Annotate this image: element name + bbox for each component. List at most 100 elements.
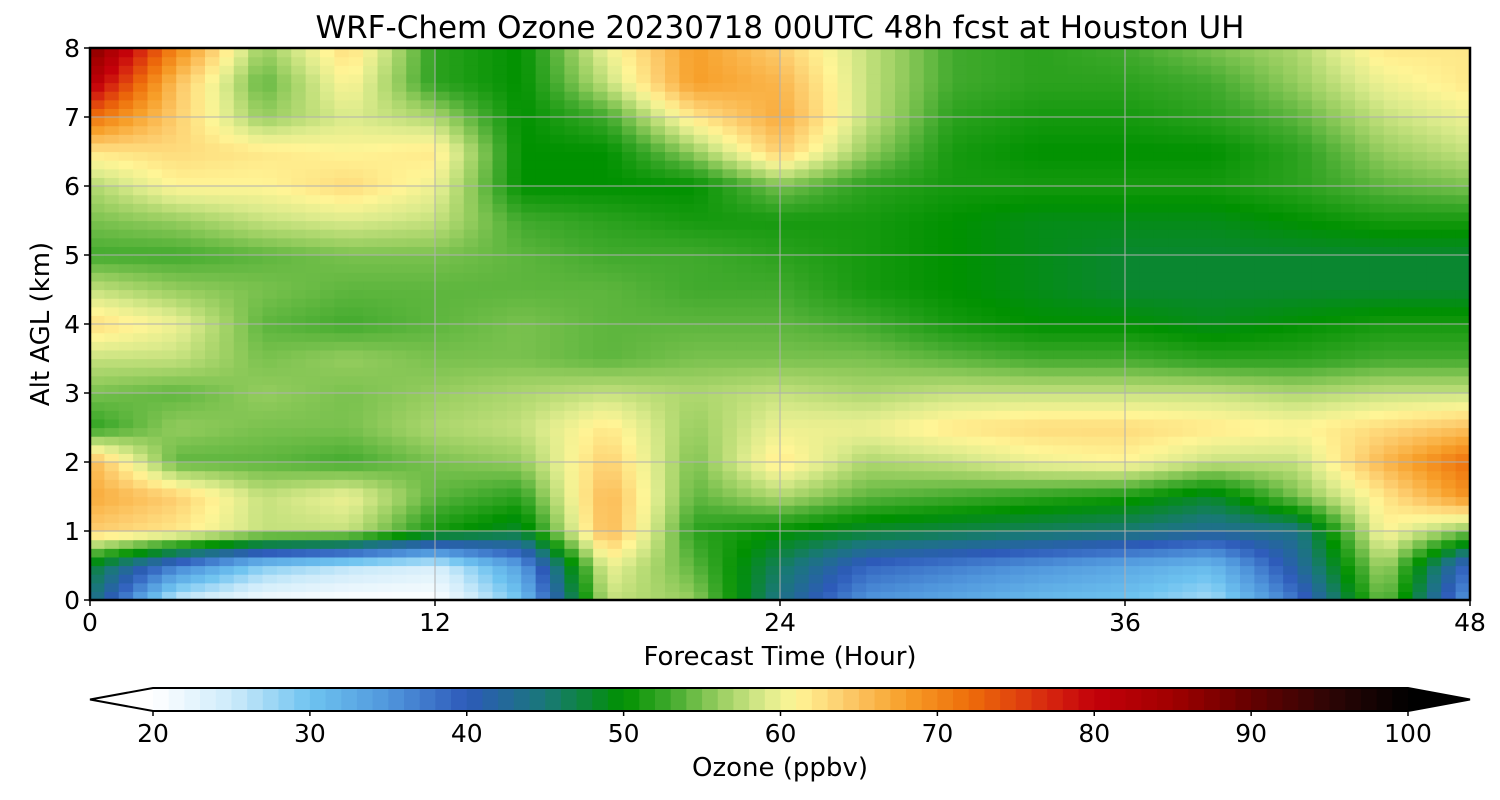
- heatmap-cell: [348, 341, 364, 351]
- heatmap-cell: [794, 255, 810, 265]
- heatmap-cell: [1096, 513, 1112, 523]
- heatmap-cell: [636, 384, 652, 394]
- heatmap-cell: [564, 436, 580, 446]
- heatmap-cell: [305, 306, 321, 316]
- heatmap-cell: [420, 393, 436, 403]
- heatmap-cell: [1383, 453, 1399, 463]
- heatmap-cell: [708, 470, 724, 480]
- heatmap-cell: [1426, 565, 1442, 575]
- heatmap-cell: [1081, 591, 1097, 600]
- heatmap-cell: [320, 453, 335, 463]
- heatmap-cell: [895, 289, 910, 299]
- heatmap-cell: [1168, 487, 1184, 498]
- heatmap-cell: [262, 237, 278, 247]
- heatmap-cell: [981, 289, 997, 299]
- heatmap-cell: [923, 479, 939, 489]
- heatmap-cell: [1355, 444, 1370, 454]
- heatmap-cell: [1254, 177, 1270, 187]
- heatmap-cell: [161, 427, 177, 437]
- heatmap-cell: [923, 539, 939, 549]
- heatmap-cell: [1153, 341, 1169, 351]
- heatmap-cell: [851, 151, 867, 161]
- heatmap-cell: [363, 272, 379, 282]
- heatmap-cell: [636, 315, 652, 325]
- heatmap-cell: [320, 220, 335, 230]
- heatmap-cell: [1225, 255, 1241, 265]
- heatmap-cell: [233, 401, 249, 411]
- heatmap-cell: [808, 418, 824, 429]
- heatmap-cell: [276, 375, 292, 385]
- heatmap-cell: [837, 229, 853, 239]
- heatmap-cell: [923, 289, 939, 299]
- heatmap-cell: [693, 410, 709, 420]
- heatmap-cell: [1211, 384, 1227, 394]
- heatmap-cell: [607, 531, 623, 541]
- heatmap-cell: [1340, 229, 1356, 239]
- heatmap-cell: [161, 367, 177, 377]
- heatmap-cell: [808, 505, 824, 515]
- heatmap-cell: [205, 263, 220, 273]
- heatmap-cell: [1326, 375, 1342, 385]
- heatmap-cell: [305, 203, 321, 213]
- heatmap-cell: [751, 479, 767, 489]
- heatmap-cell: [952, 487, 968, 498]
- heatmap-cell: [219, 229, 235, 239]
- heatmap-cell: [1225, 384, 1241, 394]
- heatmap-cell: [636, 306, 652, 316]
- heatmap-cell: [621, 237, 637, 247]
- heatmap-cell: [219, 496, 235, 506]
- heatmap-cell: [305, 168, 321, 178]
- heatmap-cell: [1081, 565, 1097, 575]
- heatmap-cell: [952, 237, 968, 247]
- heatmap-cell: [1182, 186, 1198, 196]
- heatmap-cell: [161, 522, 177, 532]
- heatmap-cell: [1412, 229, 1428, 239]
- heatmap-cell: [1139, 556, 1155, 567]
- heatmap-cell: [966, 513, 982, 523]
- heatmap-cell: [118, 280, 134, 291]
- heatmap-cell: [736, 177, 752, 187]
- heatmap-cell: [851, 427, 867, 437]
- heatmap-cell: [665, 418, 680, 429]
- heatmap-cell: [1053, 349, 1069, 360]
- heatmap-cell: [1081, 298, 1097, 308]
- heatmap-cell: [1038, 255, 1054, 265]
- heatmap-cell: [909, 367, 925, 377]
- heatmap-cell: [995, 324, 1011, 334]
- heatmap-cell: [1383, 375, 1399, 385]
- heatmap-cell: [377, 591, 393, 600]
- heatmap-cell: [420, 168, 436, 178]
- heatmap-cell: [1182, 229, 1198, 239]
- heatmap-cell: [449, 367, 465, 377]
- heatmap-cell: [1182, 237, 1198, 247]
- heatmap-cell: [794, 513, 810, 523]
- heatmap-cell: [463, 582, 479, 592]
- heatmap-cell: [1211, 289, 1227, 299]
- heatmap-cell: [923, 436, 939, 446]
- heatmap-cell: [722, 280, 738, 291]
- heatmap-cell: [348, 203, 364, 213]
- heatmap-cell: [1398, 462, 1414, 472]
- heatmap-cell: [363, 539, 379, 549]
- heatmap-cell: [334, 556, 350, 567]
- heatmap-cell: [463, 539, 479, 549]
- heatmap-cell: [1311, 539, 1327, 549]
- heatmap-cell: [952, 375, 968, 385]
- heatmap-cell: [276, 479, 292, 489]
- heatmap-cell: [1311, 324, 1327, 334]
- heatmap-cell: [406, 582, 422, 592]
- heatmap-cell: [435, 194, 450, 204]
- heatmap-cell: [895, 280, 910, 291]
- heatmap-cell: [133, 487, 149, 498]
- heatmap-cell: [420, 280, 436, 291]
- heatmap-cell: [1311, 186, 1327, 196]
- heatmap-cell: [176, 229, 192, 239]
- heatmap-cell: [104, 436, 120, 446]
- heatmap-cell: [952, 367, 968, 377]
- heatmap-cell: [420, 539, 436, 549]
- heatmap-cell: [1168, 186, 1184, 196]
- heatmap-cell: [837, 479, 853, 489]
- heatmap-cell: [219, 255, 235, 265]
- heatmap-cell: [262, 332, 278, 342]
- heatmap-cell: [1398, 565, 1414, 575]
